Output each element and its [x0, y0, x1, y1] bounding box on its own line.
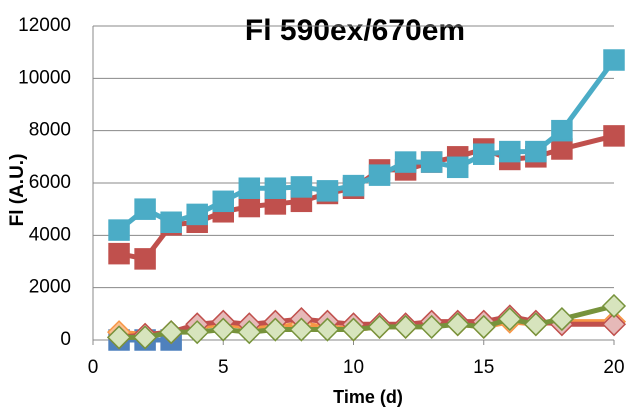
marker	[289, 317, 314, 342]
marker	[134, 198, 156, 220]
x-tick-label: 15	[473, 357, 494, 378]
marker	[420, 151, 443, 173]
marker	[473, 143, 495, 165]
marker	[497, 307, 522, 332]
marker	[186, 203, 208, 226]
y-tick-label: 2000	[29, 277, 71, 298]
y-axis-label: Fl (A.U.)	[7, 154, 28, 227]
marker	[264, 177, 287, 199]
marker	[290, 176, 313, 198]
marker	[316, 180, 339, 202]
marker	[394, 151, 417, 173]
marker	[237, 320, 262, 345]
marker	[525, 140, 547, 163]
marker	[212, 190, 234, 213]
marker	[106, 325, 132, 350]
marker	[603, 49, 625, 71]
x-axis-label: Time (d)	[333, 387, 403, 407]
marker	[211, 317, 236, 342]
y-tick-label: 4000	[29, 224, 71, 245]
x-tick-label: 0	[88, 357, 99, 378]
x-tick-label: 20	[603, 357, 624, 378]
marker	[601, 293, 627, 319]
marker	[238, 195, 261, 218]
x-tick-label: 10	[343, 357, 364, 378]
marker	[445, 312, 470, 337]
marker	[368, 164, 391, 186]
marker	[342, 174, 365, 197]
y-tick-label: 0	[60, 329, 71, 350]
marker	[601, 312, 627, 337]
marker	[263, 317, 288, 342]
y-tick-label: 6000	[29, 172, 71, 193]
marker	[160, 211, 182, 233]
marker	[603, 125, 625, 147]
marker	[393, 314, 418, 339]
marker	[185, 320, 210, 345]
marker	[471, 314, 496, 339]
marker	[367, 314, 392, 339]
marker	[551, 119, 573, 142]
marker	[523, 312, 548, 337]
marker	[446, 156, 469, 179]
x-tick-label: 5	[218, 357, 229, 378]
chart-title: Fl 590ex/670em	[245, 14, 465, 47]
y-tick-label: 10000	[18, 67, 71, 88]
marker	[134, 248, 156, 270]
y-tick-label: 12000	[18, 15, 71, 36]
marker	[419, 314, 444, 339]
marker	[499, 140, 521, 163]
marker	[133, 325, 158, 350]
marker	[238, 177, 261, 199]
marker	[549, 307, 574, 332]
marker	[315, 317, 340, 342]
marker	[551, 138, 573, 160]
y-tick-label: 8000	[29, 120, 71, 141]
marker	[108, 242, 130, 265]
marker	[108, 219, 130, 241]
marker	[341, 317, 366, 342]
marker	[159, 320, 184, 345]
